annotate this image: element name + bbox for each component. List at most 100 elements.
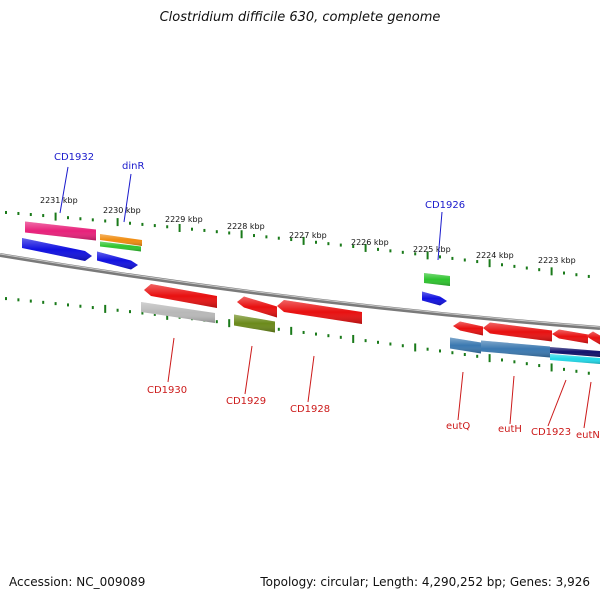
gene-label[interactable]: CD1932 — [54, 152, 94, 163]
minor-tick — [215, 320, 218, 324]
ruler-label: 2227 kbp — [289, 231, 327, 240]
minor-tick — [54, 302, 57, 306]
minor-tick — [67, 303, 69, 307]
minor-tick — [501, 263, 503, 267]
leader-line — [509, 375, 515, 425]
minor-tick — [525, 266, 528, 270]
CD1926-gene-shading — [422, 291, 447, 306]
CD1930-gene-shading — [144, 284, 217, 308]
minor-tick — [389, 342, 392, 346]
map-title: Clostridium difficile 630, complete geno… — [159, 10, 441, 25]
major-tick — [54, 212, 57, 221]
ruler-label: 2228 kbp — [227, 222, 265, 231]
CD1923-cds-cyan-shading — [550, 354, 600, 364]
minor-tick — [228, 231, 231, 235]
minor-tick — [525, 362, 528, 366]
eutH-gene-shading — [483, 322, 552, 342]
minor-tick — [42, 300, 45, 304]
dinR-cds-orange-shading — [100, 234, 142, 246]
minor-tick — [253, 234, 255, 238]
major-tick — [302, 236, 305, 245]
minor-tick — [277, 236, 280, 240]
ruler-label: 2224 kbp — [476, 251, 514, 260]
eutQ-cds-shading — [450, 337, 481, 354]
minor-tick — [339, 243, 342, 247]
leader-line — [307, 355, 315, 403]
major-tick — [414, 343, 417, 352]
minor-tick — [513, 360, 516, 364]
minor-tick — [315, 332, 317, 336]
minor-tick — [315, 240, 317, 244]
eutH-cds-shading — [481, 340, 550, 358]
minor-tick — [290, 238, 293, 242]
leader-line — [583, 381, 592, 429]
ruler-label: 2229 kbp — [165, 215, 203, 224]
major-tick — [104, 304, 107, 313]
minor-tick — [5, 297, 7, 301]
minor-tick — [414, 252, 417, 256]
gene-label[interactable]: eutN — [576, 430, 600, 441]
CD1930-cds-shading — [141, 302, 215, 323]
minor-tick — [389, 249, 392, 253]
ruler-labels: 2231 kbp 2230 kbp 2229 kbp 2228 kbp 2227 kbp… — [40, 196, 576, 265]
minor-tick — [451, 256, 454, 260]
gene-label[interactable]: CD1928 — [290, 404, 330, 415]
major-tick — [488, 354, 491, 363]
major-tick — [116, 218, 119, 227]
CD1932-cds-shading — [25, 221, 96, 241]
minor-tick — [29, 213, 32, 217]
minor-tick — [104, 219, 107, 223]
minor-tick — [538, 268, 541, 272]
gene-features — [22, 221, 600, 364]
CD1928-gene-shading — [277, 300, 362, 324]
ruler-label: 2231 kbp — [40, 196, 78, 205]
minor-tick — [327, 334, 330, 338]
gene-label[interactable]: CD1923 — [531, 427, 571, 438]
minor-tick — [91, 306, 94, 310]
leader-line — [123, 173, 132, 223]
gene-labels: CD1932 dinR CD1926 CD1930 CD1929 CD1928 eutQ eu… — [54, 152, 600, 441]
minor-tick — [575, 273, 578, 277]
gene-label[interactable]: CD1926 — [425, 200, 465, 211]
gene-label[interactable]: eutQ — [446, 421, 470, 432]
minor-tick — [17, 298, 20, 302]
minor-tick — [153, 312, 156, 316]
CD1932-gene-shading — [22, 238, 92, 261]
gene-label[interactable]: CD1930 — [147, 385, 187, 396]
minor-tick — [463, 258, 466, 262]
minor-tick — [215, 230, 218, 234]
gene-label[interactable]: eutH — [498, 424, 522, 435]
dinR-cds-green-shading — [100, 241, 141, 252]
backbone-highlight — [0, 253, 600, 328]
accession-label: Accession: NC_009089 — [9, 575, 146, 589]
minor-tick — [476, 354, 479, 358]
minor-tick — [17, 211, 20, 215]
minor-tick — [129, 221, 131, 225]
leader-line — [167, 337, 175, 383]
minor-tick — [377, 247, 379, 251]
minor-tick — [513, 264, 516, 268]
CD1923-gene-shading — [552, 329, 588, 344]
minor-tick — [439, 255, 441, 259]
gene-label[interactable]: dinR — [122, 161, 144, 172]
dinR-gene-shading — [97, 251, 138, 270]
minor-tick — [29, 299, 32, 303]
major-tick — [550, 267, 553, 276]
minor-tick — [91, 218, 94, 222]
gene-label[interactable]: CD1929 — [226, 396, 266, 407]
minor-tick — [116, 308, 119, 312]
minor-tick — [377, 340, 379, 344]
eutQ-gene-shading — [453, 321, 483, 336]
major-tick — [364, 243, 367, 252]
major-tick — [240, 230, 243, 239]
leader-line — [547, 379, 567, 427]
minor-tick — [587, 274, 590, 278]
ruler-label: 2230 kbp — [103, 206, 141, 215]
minor-tick — [451, 351, 454, 355]
minor-tick — [42, 214, 45, 218]
major-tick — [228, 319, 231, 328]
major-tick — [488, 259, 491, 268]
minor-tick — [327, 242, 330, 246]
minor-tick — [67, 216, 69, 220]
